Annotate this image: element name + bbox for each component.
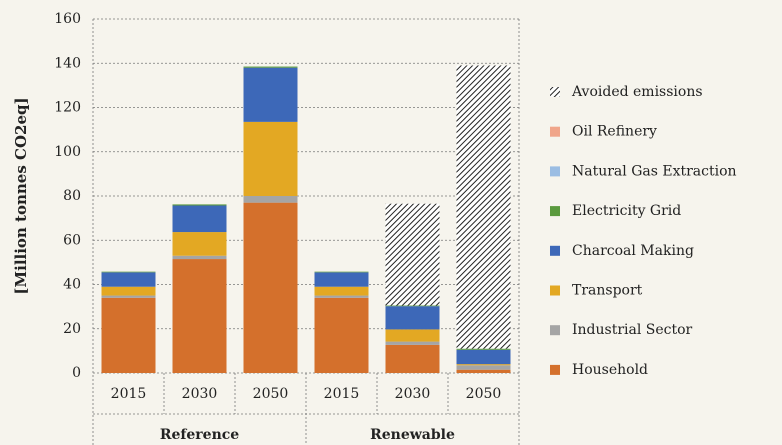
x-tick-label: 2030 bbox=[182, 386, 218, 402]
bar-segment bbox=[243, 196, 298, 203]
bar-segment bbox=[243, 202, 298, 373]
bar-segment bbox=[314, 297, 369, 373]
y-tick-label: 0 bbox=[72, 365, 81, 381]
bar-segment bbox=[101, 297, 156, 373]
bar-segment bbox=[314, 295, 369, 298]
bar-segment bbox=[172, 259, 227, 373]
bar-segment bbox=[243, 67, 298, 122]
bar-segment bbox=[101, 286, 156, 296]
legend-swatch bbox=[550, 166, 560, 177]
bar-segment bbox=[456, 364, 511, 366]
legend-label: Transport bbox=[572, 283, 643, 299]
legend-label: Natural Gas Extraction bbox=[572, 163, 737, 179]
legend-swatch bbox=[550, 245, 560, 256]
bar-segment bbox=[456, 365, 511, 370]
bar-segment bbox=[243, 66, 298, 68]
x-tick-label: 2015 bbox=[324, 386, 360, 402]
bar-segment bbox=[385, 341, 440, 345]
legend-label: Charcoal Making bbox=[572, 243, 694, 259]
bar-segment bbox=[385, 329, 440, 342]
y-axis-label: [Million tonnes CO2eq] bbox=[12, 97, 30, 294]
x-tick-label: 2050 bbox=[253, 386, 289, 402]
bar-segment bbox=[456, 65, 511, 349]
bar-segment bbox=[101, 272, 156, 287]
y-tick-label: 100 bbox=[54, 144, 81, 160]
bar-segment bbox=[172, 232, 227, 256]
y-tick-label: 80 bbox=[63, 188, 81, 204]
legend-label: Household bbox=[572, 362, 648, 378]
y-tick-label: 20 bbox=[63, 321, 81, 337]
bar-segment bbox=[172, 204, 227, 206]
group-label: Renewable bbox=[370, 427, 455, 443]
bar-segment bbox=[101, 271, 156, 273]
legend-label: Avoided emissions bbox=[571, 84, 703, 100]
bar-segment bbox=[456, 369, 511, 373]
legend-swatch bbox=[550, 285, 560, 296]
x-tick-label: 2050 bbox=[466, 386, 502, 402]
legend-swatch bbox=[550, 325, 560, 336]
legend-swatch bbox=[550, 87, 560, 97]
bar-segment bbox=[385, 203, 440, 306]
bar-segment bbox=[314, 272, 369, 287]
bar-segment bbox=[172, 255, 227, 260]
legend-swatch bbox=[550, 126, 560, 137]
legend-label: Oil Refinery bbox=[572, 124, 657, 140]
legend-label: Industrial Sector bbox=[572, 322, 693, 338]
bar-segment bbox=[385, 306, 440, 330]
legend-swatch bbox=[550, 206, 560, 217]
legend-swatch bbox=[550, 364, 560, 375]
bar-segment bbox=[172, 205, 227, 233]
x-tick-label: 2030 bbox=[395, 386, 431, 402]
y-tick-label: 140 bbox=[54, 55, 81, 71]
bar-segment bbox=[456, 348, 511, 350]
x-tick-label: 2015 bbox=[111, 386, 147, 402]
legend-label: Electricity Grid bbox=[572, 203, 681, 219]
bar-segment bbox=[101, 295, 156, 298]
y-tick-label: 160 bbox=[54, 11, 81, 27]
bar-segment bbox=[456, 349, 511, 365]
bar-segment bbox=[314, 271, 369, 273]
bar-segment bbox=[314, 286, 369, 296]
group-label: Reference bbox=[160, 427, 239, 443]
y-tick-label: 120 bbox=[54, 100, 81, 116]
y-tick-label: 60 bbox=[63, 232, 81, 248]
bar-segment bbox=[385, 344, 440, 373]
bar-segment bbox=[243, 121, 298, 196]
bar-segment bbox=[385, 305, 440, 307]
y-tick-label: 40 bbox=[63, 277, 81, 293]
